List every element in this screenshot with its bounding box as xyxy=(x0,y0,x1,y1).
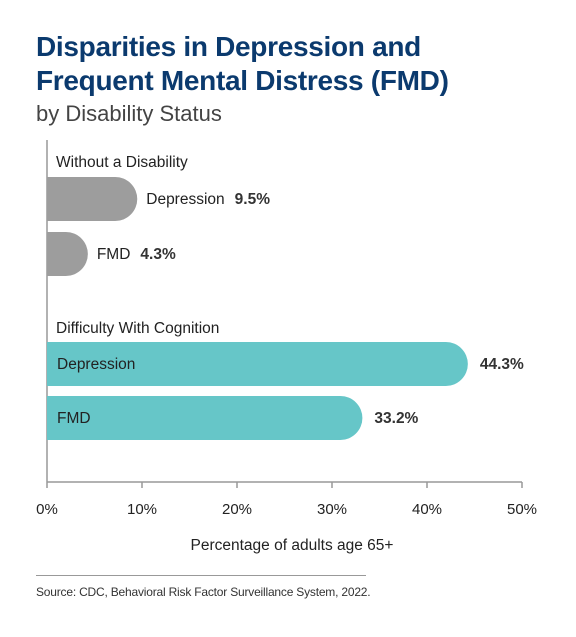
group-label: Difficulty With Cognition xyxy=(56,320,219,337)
group-label: Without a Disability xyxy=(56,154,188,171)
data-label: 4.3% xyxy=(140,246,176,263)
bar xyxy=(47,232,88,276)
x-tick-label: 50% xyxy=(507,501,537,518)
bar-chart: 0% 10% 20% 30% 40% 50% Percentage of adults ag… xyxy=(36,140,537,554)
source-divider xyxy=(36,575,366,576)
chart-subtitle: by Disability Status xyxy=(36,101,222,126)
title-line-1: Disparities in Depression and xyxy=(36,31,421,62)
data-label: 33.2% xyxy=(374,410,418,427)
bar-category-label: Depression xyxy=(146,191,224,208)
bar xyxy=(47,177,138,221)
bar-category-label: FMD xyxy=(97,246,131,263)
bar-category-label: Depression xyxy=(57,356,135,373)
bar xyxy=(47,396,363,440)
bar xyxy=(47,342,468,386)
x-tick-label: 0% xyxy=(36,501,58,518)
x-tick-label: 10% xyxy=(127,501,157,518)
x-tick-label: 20% xyxy=(222,501,252,518)
x-axis-label: Percentage of adults age 65+ xyxy=(191,537,394,554)
bar-category-label: FMD xyxy=(57,410,91,427)
chart-title: Disparities in Depression and Frequent M… xyxy=(36,30,449,98)
data-label: 44.3% xyxy=(480,356,524,373)
x-tick-label: 40% xyxy=(412,501,442,518)
x-tick-label: 30% xyxy=(317,501,347,518)
source-note: Source: CDC, Behavioral Risk Factor Surv… xyxy=(36,585,371,599)
data-label: 9.5% xyxy=(235,191,271,208)
title-line-2: Frequent Mental Distress (FMD) xyxy=(36,65,449,96)
